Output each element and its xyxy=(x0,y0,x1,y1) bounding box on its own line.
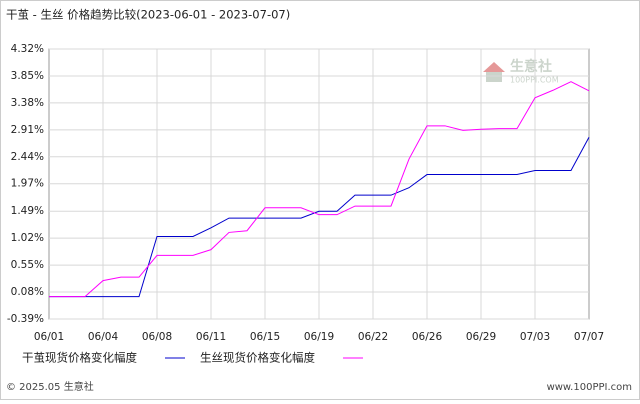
y-tick-label: -0.39% xyxy=(7,313,44,325)
y-tick-label: 2.44% xyxy=(11,151,44,163)
watermark-name: 生意社 xyxy=(510,58,552,75)
x-tick-label: 06/11 xyxy=(196,331,226,343)
x-tick-label: 06/04 xyxy=(88,331,119,343)
x-tick-label: 06/08 xyxy=(142,331,172,343)
legend-label: 干茧现货价格变化幅度 xyxy=(22,351,137,365)
watermark-site: 100PPI.COM xyxy=(510,76,559,85)
y-tick-label: 0.55% xyxy=(11,259,44,271)
series-line xyxy=(49,81,590,298)
y-tick-label: 1.02% xyxy=(11,232,44,244)
y-tick-label: 1.49% xyxy=(11,205,44,217)
y-tick-label: 3.38% xyxy=(11,97,44,109)
watermark-icon xyxy=(483,62,505,72)
x-tick-label: 07/07 xyxy=(574,331,604,343)
x-tick-label: 06/22 xyxy=(358,331,388,343)
watermark: 生意社 100PPI.COM xyxy=(483,58,559,85)
footer-right: www.100PPI.com xyxy=(547,382,632,393)
x-tick-label: 06/15 xyxy=(250,331,280,343)
x-tick-label: 06/19 xyxy=(304,331,334,343)
x-tick-label: 06/01 xyxy=(34,331,64,343)
series-line xyxy=(49,137,590,298)
x-tick-label: 06/26 xyxy=(412,331,443,343)
y-tick-label: 3.85% xyxy=(11,70,44,82)
footer-left: © 2025.05 生意社 xyxy=(6,380,94,393)
watermark-icon xyxy=(486,72,502,82)
chart-title: 干茧 - 生丝 价格趋势比较(2023-06-01 - 2023-07-07) xyxy=(6,8,290,22)
legend-label: 生丝现货价格变化幅度 xyxy=(200,351,315,365)
y-tick-label: 2.91% xyxy=(11,124,44,136)
x-tick-label: 07/03 xyxy=(520,331,550,343)
y-tick-label: 1.97% xyxy=(11,178,44,190)
y-tick-label: 0.08% xyxy=(11,286,44,298)
x-tick-label: 06/29 xyxy=(466,331,496,343)
y-tick-label: 4.32% xyxy=(11,43,44,55)
